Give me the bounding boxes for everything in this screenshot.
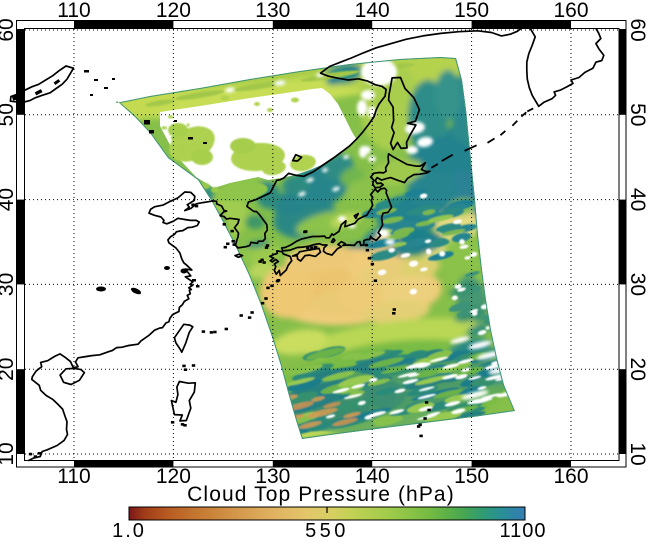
svg-text:60: 60 xyxy=(0,18,18,41)
svg-text:50: 50 xyxy=(0,103,18,126)
svg-text:550: 550 xyxy=(305,520,349,542)
svg-text:120: 120 xyxy=(156,0,191,22)
svg-text:140: 140 xyxy=(355,465,390,488)
svg-text:40: 40 xyxy=(0,188,18,211)
svg-text:Cloud Top Pressure (hPa): Cloud Top Pressure (hPa) xyxy=(187,483,455,506)
svg-text:10: 10 xyxy=(0,442,18,465)
svg-text:160: 160 xyxy=(553,0,588,22)
svg-text:110: 110 xyxy=(57,465,90,488)
svg-text:150: 150 xyxy=(454,465,489,488)
svg-text:110: 110 xyxy=(57,0,90,22)
svg-text:40: 40 xyxy=(626,188,649,211)
svg-text:30: 30 xyxy=(626,273,649,296)
svg-text:130: 130 xyxy=(255,0,290,22)
svg-text:120: 120 xyxy=(156,465,191,488)
svg-text:50: 50 xyxy=(626,103,649,126)
svg-text:20: 20 xyxy=(0,358,18,381)
svg-text:30: 30 xyxy=(0,273,18,296)
svg-text:140: 140 xyxy=(355,0,390,22)
svg-text:1100: 1100 xyxy=(499,520,546,542)
svg-text:20: 20 xyxy=(626,358,649,381)
svg-text:60: 60 xyxy=(626,18,649,41)
svg-text:130: 130 xyxy=(255,465,290,488)
svg-text:160: 160 xyxy=(553,465,588,488)
svg-text:1.0: 1.0 xyxy=(112,520,146,542)
svg-text:10: 10 xyxy=(626,442,649,465)
svg-text:150: 150 xyxy=(454,0,489,22)
